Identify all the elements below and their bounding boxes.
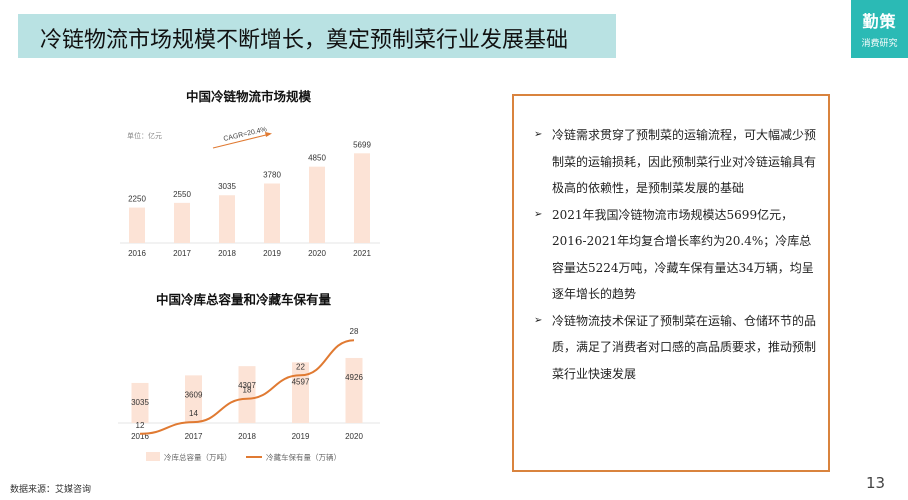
chart1-bar: [174, 202, 190, 243]
arrow-bullet-icon: ➢: [534, 129, 543, 140]
bullet-item: ➢ 2021年我国冷链物流市场规模达5699亿元，2016-2021年均复合增长率…: [534, 202, 822, 308]
chart1-x-tick-label: 2018: [218, 249, 236, 258]
chart1-bar: [219, 195, 235, 243]
chart1-value-label: 3035: [218, 182, 236, 191]
chart1-title: 中国冷链物流市场规模: [186, 89, 312, 104]
chart1-x-tick-label: 2017: [173, 249, 191, 258]
legend-bar-swatch: [146, 452, 160, 461]
bullet-text: 2021年我国冷链物流市场规模达5699亿元，2016-2021年均复合增长率约…: [552, 207, 814, 302]
chart1-bar: [264, 183, 280, 243]
chart2-x-tick-label: 2019: [292, 432, 310, 441]
bullet-item: ➢ 冷链物流技术保证了预制菜在运输、仓储环节的品质，满足了消费者对口感的高品质要求…: [534, 308, 822, 388]
chart2-bar: [345, 357, 363, 423]
chart2-line-value-label: 14: [189, 409, 198, 418]
cagr-arrow-icon: [265, 132, 272, 137]
chart2-line-value-label: 28: [350, 327, 359, 336]
chart2-bar: [185, 375, 202, 423]
legend-bar-label: 冷库总容量（万吨）: [164, 452, 232, 462]
chart2-bar: [131, 382, 149, 423]
chart1-value-label: 2250: [128, 195, 146, 204]
legend-line-label: 冷藏车保有量（万辆）: [266, 452, 341, 462]
chart2-bar-value-label: 4597: [292, 377, 310, 386]
chart1-value-label: 4850: [308, 154, 326, 163]
chart2-bar: [238, 366, 256, 423]
brand-name: 勤策: [862, 12, 897, 31]
chart1-x-tick-label: 2019: [263, 249, 281, 258]
chart2-bar: [292, 362, 309, 423]
bullet-text: 冷链需求贯穿了预制菜的运输流程，可大幅减少预制菜的运输损耗，因此预制菜行业对冷链…: [552, 128, 817, 195]
arrow-bullet-icon: ➢: [534, 208, 543, 220]
chart2-bar-value-label: 4307: [238, 381, 256, 390]
title-bar: 冷链物流市场规模不断增长，奠定预制菜行业发展基础: [18, 14, 616, 58]
chart2-x-tick-label: 2017: [185, 432, 203, 441]
chart2-title: 中国冷库总容量和冷藏车保有量: [156, 292, 332, 307]
bullet-item: ➢ 冷链需求贯穿了预制菜的运输流程，可大幅减少预制菜的运输损耗，因此预制菜行业对冷…: [534, 122, 822, 202]
cagr-arrow-line: [212, 133, 271, 149]
chart1-unit-label: 单位：亿元: [127, 131, 162, 140]
chart2-x-tick-label: 2016: [131, 432, 149, 441]
chart1-x-tick-label: 2020: [308, 249, 326, 258]
page-number: 13: [866, 474, 886, 492]
data-source: 数据来源：艾媒咨询: [10, 485, 92, 495]
chart2-x-tick-label: 2020: [345, 432, 363, 441]
bullet-text: 冷链物流技术保证了预制菜在运输、仓储环节的品质，满足了消费者对口感的高品质要求，…: [552, 313, 817, 381]
page-title: 冷链物流市场规模不断增长，奠定预制菜行业发展基础: [40, 28, 569, 53]
brand-logo: 勤策 消费研究: [851, 0, 908, 58]
chart2-x-tick-label: 2018: [238, 432, 256, 441]
bullet-list: ➢ 冷链需求贯穿了预制菜的运输流程，可大幅减少预制菜的运输损耗，因此预制菜行业对冷…: [534, 122, 822, 387]
chart2-bar-value-label: 4926: [345, 373, 363, 382]
chart1-bar: [129, 207, 145, 243]
chart2-bar-value-label: 3035: [131, 398, 149, 407]
chart2-line-value-label: 18: [243, 386, 252, 395]
chart2-line-value-label: 12: [136, 421, 145, 430]
chart1-value-label: 2550: [173, 190, 191, 199]
chart1-x-tick-label: 2021: [353, 249, 371, 258]
chart2-line-series: [139, 339, 355, 435]
brand-subtitle: 消费研究: [861, 39, 898, 49]
chart2-line-value-label: 22: [296, 362, 305, 371]
summary-box: ➢ 冷链需求贯穿了预制菜的运输流程，可大幅减少预制菜的运输损耗，因此预制菜行业对冷…: [512, 94, 830, 472]
chart1-value-label: 3780: [263, 171, 281, 180]
chart2-bar-value-label: 3609: [185, 390, 203, 399]
chart1-bar: [354, 153, 370, 243]
arrow-bullet-icon: ➢: [534, 314, 543, 326]
chart1-value-label: 5699: [353, 140, 371, 149]
chart1-bar: [309, 166, 325, 243]
chart1-x-tick-label: 2016: [128, 249, 146, 258]
